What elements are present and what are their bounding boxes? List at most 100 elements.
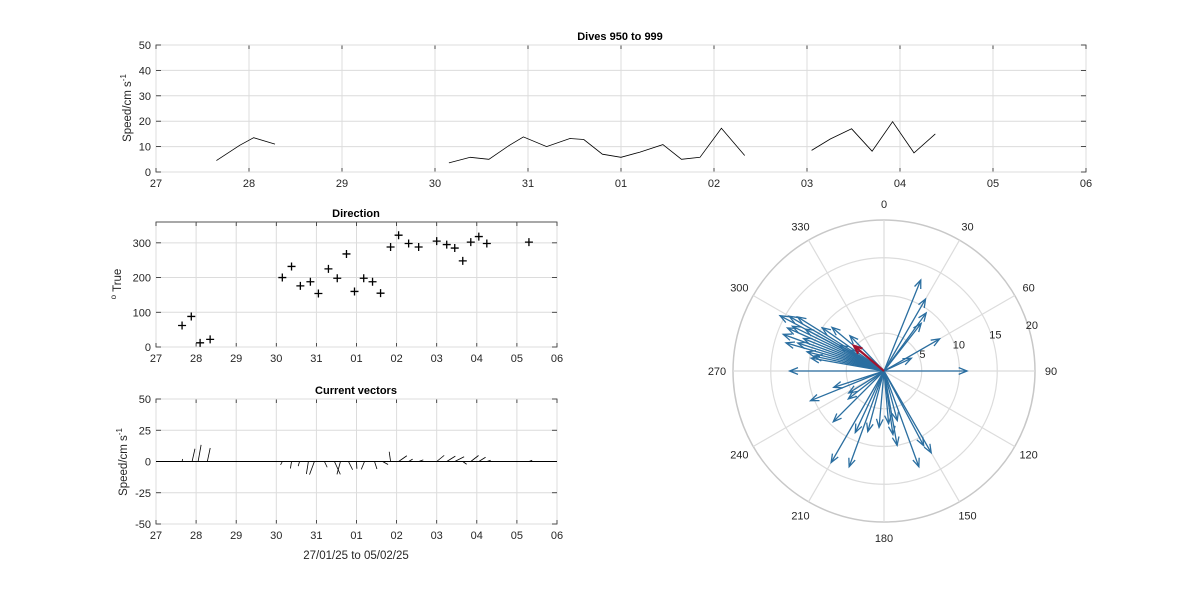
vectors-ytick-label: -25 [135,488,151,500]
current-vector [388,451,391,462]
speed-ytick-label: 20 [139,116,151,128]
current-vector [478,456,486,462]
polar-angle-label: 180 [875,533,893,545]
current-vector [454,456,465,462]
polar-vector-arrow [847,370,885,394]
current-vector [446,455,456,462]
vectors-ytick-label: 0 [145,457,151,469]
vectors-panel: Current vectors -50 -25 0 25 50 27 28 29 30 31 01… [115,385,563,562]
vectors-title: Current vectors [315,385,397,397]
direction-ytick-label: 0 [145,342,151,354]
polar-angle-label: 120 [1019,450,1037,462]
current-vector [309,461,315,475]
direction-point [196,338,205,347]
direction-ylabel: oTrue [109,269,124,300]
polar-angle-label: 240 [730,450,748,462]
vectors-xtick-label: 01 [350,530,362,542]
polar-vector-arrow [883,370,920,469]
direction-xtick-label: 03 [431,353,443,365]
speed-series-line [448,127,746,164]
polar-vector-arrow [883,357,913,372]
direction-point [466,238,475,247]
speed-ytick-label: 40 [139,65,151,77]
direction-point [324,264,333,273]
polar-vector-arrow [832,370,885,389]
polar-panel: 5 10 15 20 0 30 60 90 120 150 180 210 240 270 300 330 [708,199,1057,545]
polar-vector-arrow [832,370,885,423]
current-vector [528,459,533,462]
speed-xtick-label: 05 [987,178,999,190]
polar-angle-label: 150 [958,511,976,523]
polar-vector-arrow [883,370,899,423]
direction-point [450,244,459,253]
speed-series-line [216,137,276,161]
current-vector [336,461,341,475]
vectors-xtick-label: 29 [230,530,242,542]
speed-ytick-label: 10 [139,142,151,154]
speed-xtick-label: 28 [243,178,255,190]
direction-point [432,237,441,246]
current-vector [290,461,292,469]
speed-ytick-label: 50 [139,40,151,52]
direction-point [306,277,315,286]
direction-point [442,240,451,249]
direction-point [474,232,483,241]
polar-angle-label: 30 [961,221,973,233]
current-vector [197,444,202,462]
vectors-xtick-label: 27 [150,530,162,542]
direction-xtick-label: 27 [150,353,162,365]
direction-point [368,277,377,286]
current-vector [382,461,389,465]
polar-vector-arrow [883,297,927,372]
current-vector [348,461,353,470]
speed-xtick-label: 01 [615,178,627,190]
direction-point [359,274,368,283]
current-vector [297,461,300,467]
speed-xtick-label: 30 [429,178,441,190]
vectors-xtick-label: 31 [310,530,322,542]
direction-xtick-label: 02 [390,353,402,365]
direction-point [524,238,533,247]
direction-point [350,287,359,296]
current-vector [181,458,184,462]
direction-ytick-label: 200 [133,273,151,285]
current-vector [486,459,491,462]
polar-spoke [807,239,885,372]
polar-vector-arrow [883,322,923,372]
vectors-xtick-label: 02 [390,530,402,542]
direction-point [296,281,305,290]
speed-ytick-label: 30 [139,91,151,103]
current-vector [462,461,467,465]
polar-angle-label: 270 [708,366,726,378]
current-vector [398,455,408,462]
direction-point [333,274,342,283]
polar-vector-arrow [883,278,922,372]
direction-xtick-label: 29 [230,353,242,365]
speed-ylabel: Speed/cm s-1 [119,74,134,142]
direction-point [414,243,423,251]
direction-point [376,289,385,298]
polar-vector-arrow [801,337,885,372]
speed-xtick-label: 31 [522,178,534,190]
polar-vector-arrow [884,367,969,375]
polar-vector-arrow [830,370,885,465]
direction-point [206,335,215,344]
polar-vector-arrow [854,370,885,435]
speed-xtick-label: 29 [336,178,348,190]
polar-vector-arrow [883,370,892,426]
speed-title: Dives 950 to 999 [577,31,663,43]
polar-angle-label: 210 [791,511,809,523]
speed-ytick-label: 0 [145,167,151,179]
speed-series-line [811,120,936,154]
direction-point [287,262,296,271]
current-vector [334,461,341,475]
polar-vector-arrow [866,370,885,434]
direction-point [386,243,395,251]
polar-vector-arrow [883,338,942,372]
direction-panel: Direction 0 100 200 300 27 28 29 30 31 01 02 03 04 0… [109,208,563,365]
polar-vector-arrow [787,367,884,375]
speed-xtick-label: 06 [1080,178,1092,190]
vectors-xlabel: 27/01/25 to 05/02/25 [303,550,409,562]
direction-ytick-label: 100 [133,307,151,319]
